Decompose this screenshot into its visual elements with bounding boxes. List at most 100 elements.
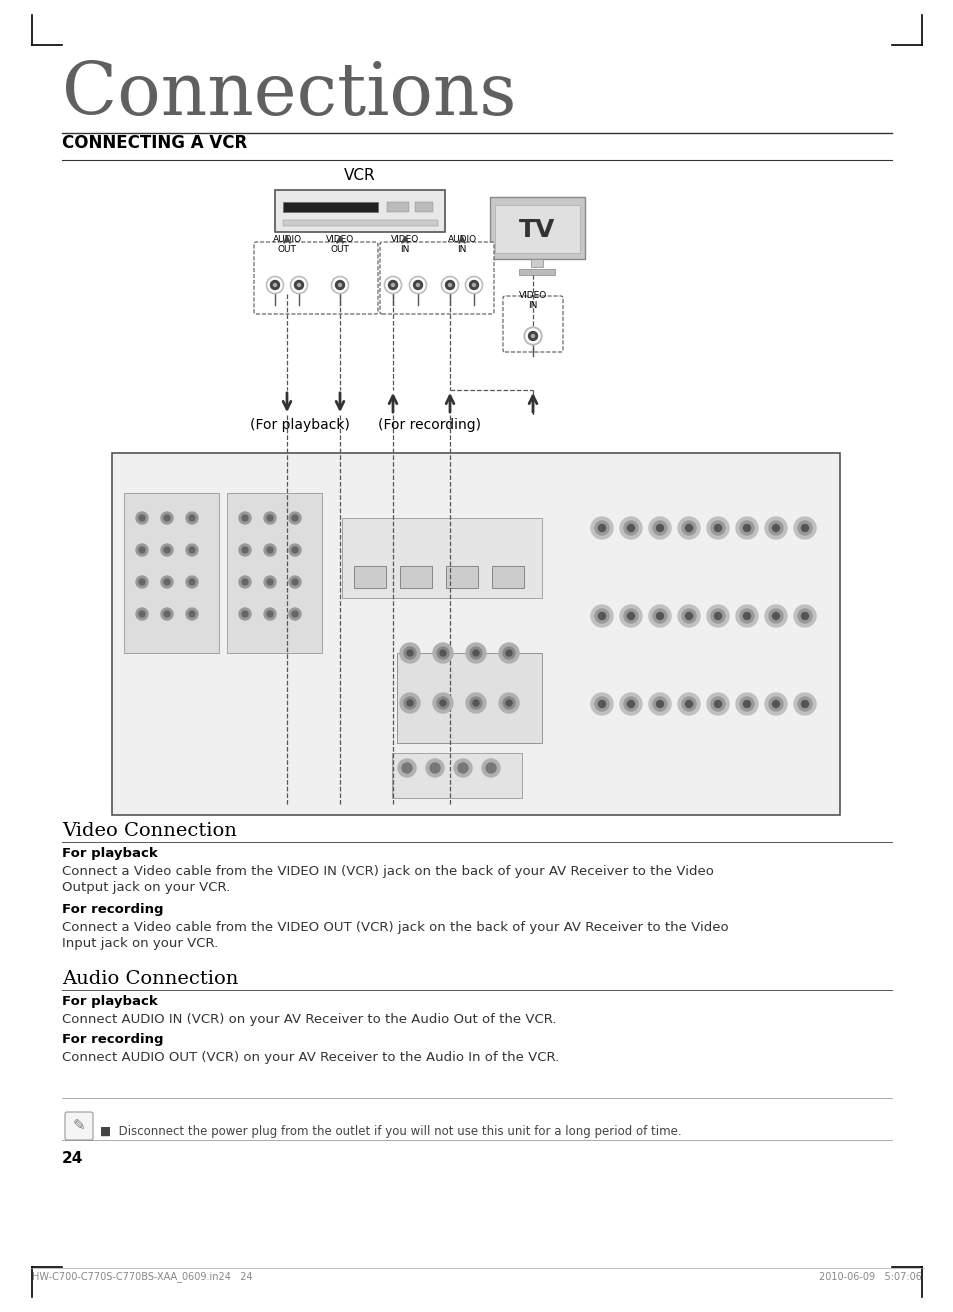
Text: Output jack on your VCR.: Output jack on your VCR.	[62, 880, 230, 893]
Circle shape	[502, 697, 515, 708]
FancyBboxPatch shape	[253, 241, 377, 314]
Circle shape	[623, 609, 638, 623]
Text: Video Connection: Video Connection	[62, 823, 236, 840]
Circle shape	[399, 643, 419, 663]
Circle shape	[465, 643, 485, 663]
Circle shape	[595, 609, 608, 623]
Circle shape	[772, 613, 779, 619]
Circle shape	[793, 693, 815, 715]
Text: AUDIO
OUT: AUDIO OUT	[273, 235, 301, 255]
Circle shape	[710, 697, 724, 711]
Circle shape	[656, 701, 662, 707]
Circle shape	[189, 611, 194, 617]
Bar	[227, 493, 322, 653]
Text: VCR: VCR	[344, 168, 375, 182]
Circle shape	[433, 643, 453, 663]
Circle shape	[481, 760, 499, 777]
Circle shape	[648, 605, 670, 627]
Circle shape	[454, 760, 472, 777]
Circle shape	[772, 701, 779, 707]
Circle shape	[139, 611, 145, 617]
Circle shape	[469, 281, 478, 290]
Circle shape	[714, 525, 720, 531]
Circle shape	[139, 516, 145, 521]
Circle shape	[292, 579, 297, 585]
Circle shape	[502, 647, 515, 659]
Circle shape	[595, 521, 608, 535]
Circle shape	[267, 579, 273, 585]
Text: 24: 24	[62, 1151, 83, 1166]
Text: For recording: For recording	[62, 1033, 163, 1046]
Circle shape	[391, 283, 395, 286]
FancyBboxPatch shape	[65, 1113, 92, 1140]
Circle shape	[457, 764, 468, 773]
Circle shape	[740, 609, 753, 623]
Circle shape	[590, 693, 613, 715]
Circle shape	[264, 544, 275, 556]
Circle shape	[623, 697, 638, 711]
Text: For playback: For playback	[62, 994, 157, 1008]
Circle shape	[440, 276, 458, 294]
Circle shape	[735, 605, 758, 627]
Circle shape	[413, 281, 422, 290]
Circle shape	[267, 516, 273, 521]
Text: Connect a Video cable from the VIDEO IN (VCR) jack on the back of your AV Receiv: Connect a Video cable from the VIDEO IN …	[62, 865, 713, 878]
Circle shape	[793, 517, 815, 539]
Circle shape	[186, 544, 198, 556]
Circle shape	[403, 647, 416, 659]
Circle shape	[598, 525, 605, 531]
Bar	[392, 753, 521, 798]
Circle shape	[436, 697, 449, 708]
Circle shape	[681, 609, 696, 623]
Circle shape	[768, 521, 782, 535]
Circle shape	[289, 607, 301, 621]
Circle shape	[403, 697, 416, 708]
Circle shape	[685, 701, 692, 707]
Circle shape	[627, 613, 634, 619]
Bar	[495, 205, 579, 253]
Circle shape	[161, 576, 172, 588]
Circle shape	[407, 649, 413, 656]
Circle shape	[338, 283, 341, 286]
Circle shape	[678, 605, 700, 627]
Circle shape	[290, 276, 308, 294]
Circle shape	[768, 697, 782, 711]
Circle shape	[505, 701, 512, 706]
Circle shape	[590, 517, 613, 539]
Circle shape	[678, 517, 700, 539]
Text: Connect AUDIO OUT (VCR) on your AV Receiver to the Audio In of the VCR.: Connect AUDIO OUT (VCR) on your AV Recei…	[62, 1051, 558, 1064]
Circle shape	[161, 544, 172, 556]
Circle shape	[627, 701, 634, 707]
Circle shape	[528, 332, 537, 341]
Circle shape	[186, 607, 198, 621]
Circle shape	[164, 579, 170, 585]
Circle shape	[433, 693, 453, 712]
Circle shape	[623, 521, 638, 535]
Circle shape	[442, 278, 456, 293]
Text: VIDEO
IN: VIDEO IN	[391, 235, 418, 255]
Circle shape	[136, 544, 148, 556]
Circle shape	[411, 278, 424, 293]
Circle shape	[242, 611, 248, 617]
Circle shape	[267, 547, 273, 552]
Circle shape	[274, 283, 276, 286]
Circle shape	[470, 697, 481, 708]
Circle shape	[189, 579, 194, 585]
Circle shape	[656, 613, 662, 619]
Circle shape	[189, 547, 194, 552]
Circle shape	[333, 278, 347, 293]
Circle shape	[136, 576, 148, 588]
Circle shape	[331, 276, 349, 294]
Circle shape	[714, 701, 720, 707]
Circle shape	[531, 335, 534, 337]
Circle shape	[595, 697, 608, 711]
Text: Connect AUDIO IN (VCR) on your AV Receiver to the Audio Out of the VCR.: Connect AUDIO IN (VCR) on your AV Receiv…	[62, 1013, 556, 1026]
Circle shape	[445, 281, 454, 290]
Circle shape	[448, 283, 451, 286]
Circle shape	[472, 283, 475, 286]
Circle shape	[289, 544, 301, 556]
Text: For playback: For playback	[62, 848, 157, 859]
Circle shape	[801, 525, 807, 531]
Bar	[490, 197, 584, 258]
Circle shape	[264, 607, 275, 621]
